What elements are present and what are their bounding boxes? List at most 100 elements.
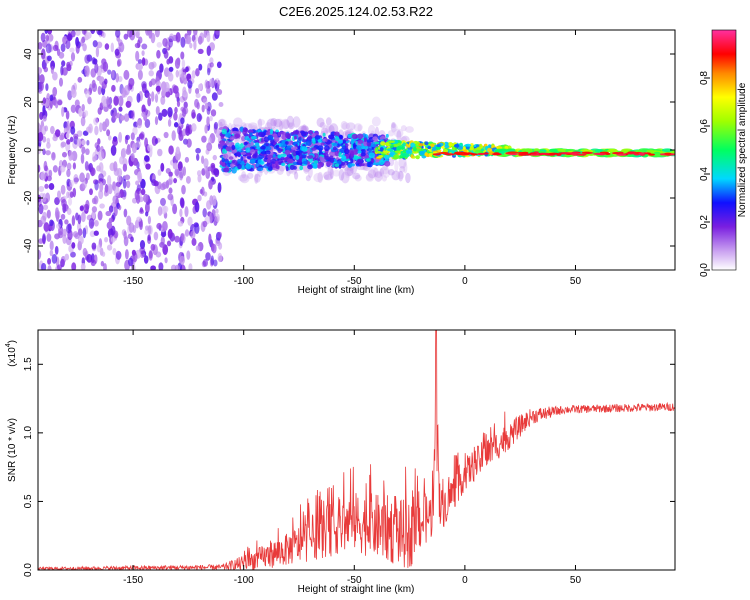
heatmap-cell — [78, 107, 83, 117]
heatmap-cell — [52, 44, 59, 52]
heatmap-cell — [125, 134, 130, 141]
heatmap-cell — [104, 78, 108, 85]
heatmap-cell — [213, 169, 220, 177]
heatmap-cell — [211, 92, 218, 101]
heatmap-cell — [150, 265, 156, 270]
heatmap-cell — [144, 229, 149, 235]
heatmap-cell — [286, 158, 294, 164]
heatmap-cell — [46, 137, 51, 144]
snr-x-ticks: -150 -100 -50 0 50 — [123, 330, 581, 586]
heatmap-cell — [122, 163, 128, 172]
heatmap-cell — [374, 141, 380, 145]
heatmap-cell — [273, 118, 283, 128]
heatmap-cell — [191, 238, 197, 246]
heatmap-cell — [213, 121, 219, 130]
heatmap-cell — [202, 259, 208, 267]
heatmap-cell — [208, 179, 213, 190]
heatmap-cell — [307, 130, 314, 135]
heatmap-cell — [123, 230, 127, 240]
heatmap-cell — [301, 139, 308, 143]
colorbar-ticks: 0.0 0.2 0.4 0.6 0.8 — [699, 71, 710, 277]
spectrogram-y-ticks: -40 -20 0 20 40 — [23, 48, 675, 253]
heatmap-cell — [85, 172, 90, 181]
heatmap-cell — [195, 87, 200, 95]
heatmap-cell — [275, 160, 279, 166]
heatmap-cell — [333, 131, 340, 136]
heatmap-cell — [128, 77, 135, 87]
heatmap-cell — [222, 153, 229, 159]
heatmap-cell — [202, 207, 207, 218]
heatmap-cell — [487, 147, 492, 153]
heatmap-cell — [319, 121, 326, 129]
heatmap-cell — [66, 162, 72, 171]
heatmap-cell — [97, 30, 103, 36]
heatmap-cell — [38, 164, 41, 173]
heatmap-cell — [39, 74, 45, 85]
heatmap-cell — [49, 219, 54, 227]
heatmap-cell — [288, 122, 294, 130]
snr-y-label: SNR (10 * v/v) — [7, 418, 18, 482]
heatmap-cell — [176, 100, 181, 108]
heatmap-cell — [383, 154, 390, 160]
heatmap-cell — [139, 219, 143, 231]
heatmap-cell — [103, 105, 109, 112]
heatmap-cell — [80, 38, 84, 47]
heatmap-cell — [243, 159, 248, 163]
heatmap-cell — [98, 150, 105, 161]
heatmap-cell — [95, 46, 100, 58]
heatmap-cell — [346, 166, 354, 176]
heatmap-cell — [38, 122, 41, 130]
heatmap-cell — [322, 124, 332, 134]
heatmap-cell — [115, 30, 121, 38]
heatmap-cell — [436, 144, 441, 148]
heatmap-cell — [110, 144, 117, 156]
heatmap-cell — [341, 171, 350, 184]
heatmap-cell — [221, 157, 225, 163]
heatmap-cell — [115, 72, 120, 83]
heatmap-cell — [275, 144, 280, 149]
heatmap-cell — [61, 60, 66, 67]
heatmap-cell — [190, 123, 197, 132]
heatmap-cell — [403, 162, 408, 174]
heatmap-cell — [257, 131, 265, 138]
heatmap-cell — [97, 85, 102, 95]
heatmap-cell — [175, 69, 180, 78]
snr-x-label: Height of straight line (km) — [298, 584, 415, 595]
heatmap-cell — [469, 145, 474, 151]
heatmap-cell — [175, 32, 181, 43]
heatmap-cell — [75, 36, 80, 47]
x-tick-label: -150 — [123, 276, 143, 287]
heatmap-cell — [338, 134, 343, 140]
heatmap-cell — [374, 147, 379, 153]
heatmap-cell — [188, 263, 193, 270]
heatmap-cell — [60, 184, 66, 195]
heatmap-cell — [136, 216, 142, 222]
heatmap-cell — [116, 59, 121, 68]
heatmap-cell — [168, 66, 174, 72]
heatmap-cell — [428, 152, 433, 157]
heatmap-cell — [104, 183, 109, 193]
heatmap-cell — [356, 145, 363, 151]
heatmap-cell — [143, 255, 149, 264]
heatmap-cell — [312, 163, 318, 169]
heatmap-cell — [250, 135, 257, 140]
heatmap-cell — [38, 132, 44, 142]
heatmap-cell — [143, 193, 149, 203]
heatmap-cell — [352, 172, 361, 180]
heatmap-cell — [172, 162, 179, 170]
heatmap-cell — [302, 160, 308, 165]
heatmap-cell — [147, 215, 152, 225]
heatmap-cell — [85, 148, 90, 156]
heatmap-cell — [69, 136, 74, 143]
heatmap-cell — [167, 118, 172, 127]
heatmap-cell — [379, 168, 384, 177]
heatmap-cell — [257, 159, 262, 164]
heatmap-cell — [385, 142, 390, 147]
heatmap-cell — [257, 169, 263, 178]
heatmap-cell — [70, 126, 76, 135]
heatmap-cell — [160, 95, 166, 105]
heatmap-cell — [166, 58, 171, 65]
heatmap-cell — [451, 146, 456, 151]
heatmap-cell — [110, 42, 114, 53]
heatmap-cell — [281, 162, 286, 167]
